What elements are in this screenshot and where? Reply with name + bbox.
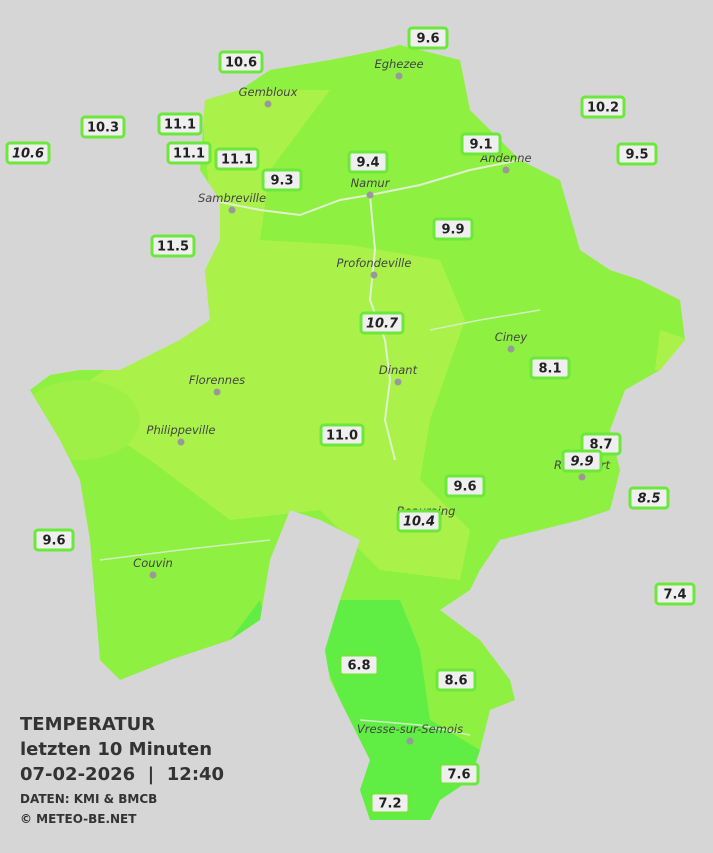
station-value: 11.5	[157, 240, 189, 255]
station-box	[616, 142, 658, 166]
station-box	[150, 234, 196, 258]
station-value: 9.5	[625, 148, 648, 163]
station-box	[319, 423, 365, 447]
station-value: 10.2	[587, 101, 619, 116]
station-box	[347, 150, 389, 174]
station-value: 11.1	[173, 147, 205, 162]
town-name: Florennes	[189, 373, 245, 387]
station-box	[369, 791, 411, 815]
town-name: Philippeville	[147, 423, 216, 437]
station-value: 6.8	[347, 659, 370, 674]
station-value: 11.1	[221, 153, 253, 168]
station-value: 9.6	[416, 32, 439, 47]
station-value: 10.4	[403, 515, 435, 530]
town-name: Gembloux	[239, 85, 298, 99]
station-value: 9.4	[356, 156, 379, 171]
station-box	[157, 112, 203, 136]
town-name: Profondeville	[337, 256, 412, 270]
station-value: 10.7	[366, 317, 399, 332]
station-box	[432, 217, 474, 241]
station-box	[396, 509, 442, 533]
station-box	[561, 449, 603, 473]
station-box	[654, 582, 696, 606]
station-box	[261, 168, 303, 192]
legend-copyright: © METEO-BE.NET	[20, 812, 137, 826]
town-name: Dinant	[379, 363, 418, 377]
legend-source: DATEN: KMI & BMCB	[20, 792, 157, 806]
station-value: 10.6	[225, 56, 257, 71]
station-box	[218, 50, 264, 74]
town-name: Couvin	[133, 556, 173, 570]
station-value: 10.3	[87, 121, 119, 136]
town-dot	[370, 271, 378, 279]
town-dot	[228, 206, 236, 214]
town-name: Eghezee	[374, 57, 423, 71]
town-dot	[394, 378, 402, 386]
station-box	[529, 356, 571, 380]
legend: TEMPERATUR letzten 10 Minuten 07-02-2026…	[20, 714, 224, 826]
town-name: Vresse-sur-Semois	[357, 722, 463, 736]
station-box	[5, 141, 51, 165]
station-value: 9.6	[453, 480, 476, 495]
station-box	[407, 26, 449, 50]
town-dot	[507, 345, 515, 353]
town-dot	[366, 191, 374, 199]
station-box	[435, 668, 477, 692]
station-value: 7.4	[663, 588, 686, 603]
station-box	[580, 95, 626, 119]
station-value: 8.7	[589, 438, 612, 453]
station-box	[359, 311, 405, 335]
station-value: 9.9	[441, 223, 464, 238]
town-dot	[264, 100, 272, 108]
town-name: Namur	[351, 176, 391, 190]
labels: EghezeeGemblouxAndenneNamurSambrevillePr…	[5, 26, 696, 815]
legend-title: TEMPERATUR	[20, 714, 155, 735]
station-box	[33, 528, 75, 552]
station-value: 9.3	[270, 174, 293, 189]
station-box	[444, 474, 486, 498]
station-box	[628, 486, 670, 510]
town-dot	[395, 72, 403, 80]
station-value: 11.0	[326, 429, 358, 444]
town-dot	[213, 388, 221, 396]
town-name: Ciney	[495, 330, 528, 344]
station-value: 10.6	[12, 147, 44, 162]
station-box	[166, 141, 212, 165]
station-box	[80, 115, 126, 139]
station-box	[338, 653, 380, 677]
town-dot	[177, 438, 185, 446]
station-value: 11.1	[164, 118, 196, 133]
town-dot	[502, 166, 510, 174]
station-value: 7.6	[447, 768, 470, 783]
station-box	[438, 762, 480, 786]
station-value: 8.1	[538, 362, 561, 377]
station-value: 7.2	[378, 797, 401, 812]
station-value: 8.5	[637, 492, 660, 507]
legend-period: letzten 10 Minuten	[20, 739, 212, 760]
station-value: 8.6	[444, 674, 467, 689]
town-dot	[406, 737, 414, 745]
town-dot	[578, 473, 586, 481]
station-value: 9.1	[469, 138, 492, 153]
station-value: 9.6	[42, 534, 65, 549]
legend-datetime: 07-02-2026 | 12:40	[20, 764, 224, 785]
town-name: Sambreville	[198, 191, 266, 205]
town-dot	[149, 571, 157, 579]
station-value: 9.9	[570, 455, 593, 470]
station-box	[460, 132, 502, 156]
station-box	[214, 147, 260, 171]
